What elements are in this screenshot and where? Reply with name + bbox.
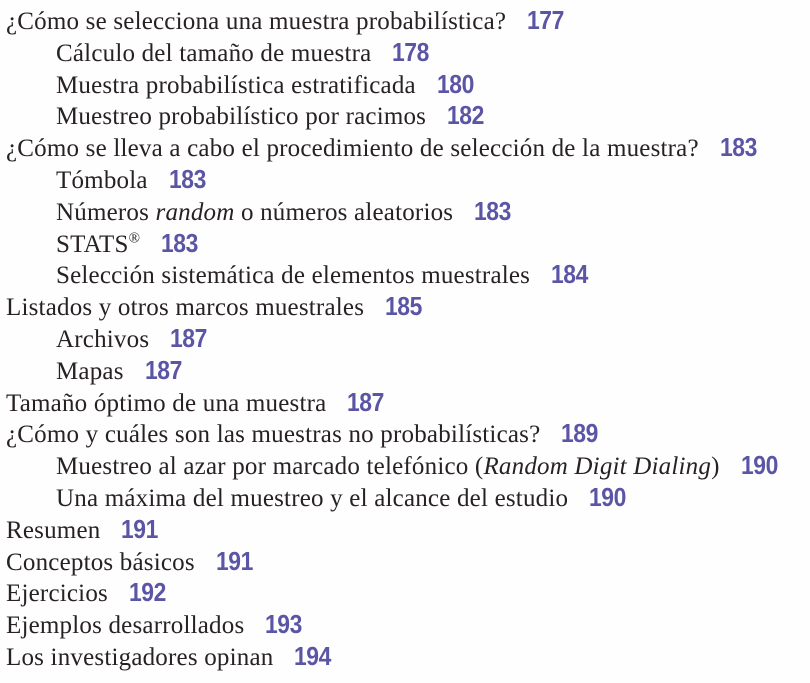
toc-entry-label: ¿Cómo se selecciona una muestra probabil… bbox=[6, 8, 506, 35]
toc-entry: Selección sistemática de elementos muest… bbox=[6, 259, 806, 291]
toc-entry-label: Archivos bbox=[56, 326, 149, 353]
toc-list: ¿Cómo se selecciona una muestra probabil… bbox=[6, 5, 806, 673]
toc-entry-label: Ejercicios bbox=[6, 580, 108, 607]
toc-entry: Ejemplos desarrollados 193 bbox=[6, 609, 806, 641]
toc-entry-label: Los investigadores opinan bbox=[6, 644, 273, 671]
toc-label-segment: Los investigadores opinan bbox=[6, 643, 274, 671]
toc-entry-label: Muestreo probabilístico por racimos bbox=[56, 103, 426, 130]
toc-entry: Tómbola 183 bbox=[6, 164, 806, 196]
toc-entry: Archivos 187 bbox=[6, 323, 806, 355]
toc-entry-label: Cálculo del tamaño de muestra bbox=[56, 40, 371, 67]
toc-label-segment: Ejercicios bbox=[6, 580, 108, 608]
toc-page-number: 190 bbox=[740, 450, 778, 481]
toc-label-segment: Muestreo al azar por marcado telefónico … bbox=[56, 453, 484, 481]
toc-page-number: 182 bbox=[447, 100, 484, 131]
toc-entry-label: Mapas bbox=[56, 358, 124, 385]
toc-label-segment: Random Digit Dialing bbox=[483, 453, 712, 481]
toc-label-segment: Tamaño óptimo de una muestra bbox=[6, 389, 327, 417]
toc-entry: Muestreo probabilístico por racimos 182 bbox=[6, 100, 806, 132]
toc-entry-label: STATS® bbox=[56, 231, 140, 258]
toc-page-number: 184 bbox=[551, 259, 588, 290]
toc-entry-label: Tómbola bbox=[56, 167, 148, 194]
toc-entry: ¿Cómo y cuáles son las muestras no proba… bbox=[6, 418, 806, 450]
toc-label-segment: Resumen bbox=[6, 516, 101, 544]
toc-label-segment: Muestra probabilística estratificada bbox=[56, 71, 416, 99]
toc-page-number: 191 bbox=[215, 545, 253, 576]
toc-label-segment: Muestreo probabilístico por racimos bbox=[56, 103, 427, 131]
toc-page-number: 193 bbox=[265, 609, 303, 640]
toc-page-number: 178 bbox=[392, 36, 430, 67]
toc-entry-label: Muestra probabilística estratificada bbox=[56, 72, 416, 99]
toc-label-segment: ¿Cómo y cuáles son las muestras no proba… bbox=[6, 421, 541, 449]
toc-label-segment: Mapas bbox=[56, 357, 124, 385]
toc-label-segment: Tómbola bbox=[56, 166, 148, 194]
toc-entry-label: Conceptos básicos bbox=[6, 549, 195, 576]
toc-page-number: 183 bbox=[161, 227, 199, 258]
toc-label-segment: Ejemplos desarrollados bbox=[6, 612, 245, 640]
toc-entry: Cálculo del tamaño de muestra 178 bbox=[6, 37, 806, 69]
toc-page-number: 183 bbox=[719, 132, 757, 163]
toc-entry: Mapas 187 bbox=[6, 355, 806, 387]
toc-label-segment: Una máxima del muestreo y el alcance del… bbox=[56, 484, 569, 512]
toc-entry: Los investigadores opinan 194 bbox=[6, 641, 806, 673]
toc-entry: Listados y otros marcos muestrales 185 bbox=[6, 291, 806, 323]
toc-label-segment: STATS bbox=[56, 230, 129, 258]
toc-label-segment: ¿Cómo se lleva a cabo el procedimiento d… bbox=[6, 135, 699, 163]
toc-entry-label: Listados y otros marcos muestrales bbox=[6, 294, 364, 321]
toc-entry: Muestreo al azar por marcado telefónico … bbox=[6, 450, 806, 482]
toc-label-segment: ) bbox=[711, 453, 720, 481]
toc-entry-label: Números random o números aleatorios bbox=[56, 199, 453, 226]
toc-entry-label: Resumen bbox=[6, 517, 100, 544]
toc-page-number: 183 bbox=[474, 195, 512, 226]
toc-page-number: 177 bbox=[527, 5, 565, 35]
toc-entry: Una máxima del muestreo y el alcance del… bbox=[6, 482, 806, 514]
toc-page-number: 187 bbox=[347, 386, 385, 417]
toc-label-segment: Conceptos básicos bbox=[6, 548, 195, 576]
toc-page-number: 187 bbox=[170, 322, 208, 353]
toc-entry: Resumen 191 bbox=[6, 514, 806, 546]
toc-entry: ¿Cómo se lleva a cabo el procedimiento d… bbox=[6, 132, 806, 164]
registered-trademark-symbol: ® bbox=[128, 230, 141, 247]
toc-page-number: 192 bbox=[128, 577, 166, 608]
toc-entry: Conceptos básicos 191 bbox=[6, 546, 806, 578]
toc-page-number: 185 bbox=[385, 291, 422, 322]
toc-entry-label: Selección sistemática de elementos muest… bbox=[56, 262, 530, 289]
toc-page-number: 187 bbox=[144, 354, 182, 385]
toc-entry: Ejercicios 192 bbox=[6, 577, 806, 609]
toc-label-segment: Cálculo del tamaño de muestra bbox=[56, 39, 372, 67]
toc-entry: Tamaño óptimo de una muestra 187 bbox=[6, 387, 806, 419]
toc-page-number: 190 bbox=[589, 481, 627, 512]
toc-label-segment: Selección sistemática de elementos muest… bbox=[56, 262, 531, 290]
toc-page-number: 194 bbox=[294, 640, 332, 671]
toc-entry-label: Muestreo al azar por marcado telefónico … bbox=[56, 453, 720, 480]
toc-label-segment: random bbox=[155, 198, 235, 226]
toc-entry: Números random o números aleatorios 183 bbox=[6, 196, 806, 228]
toc-label-segment: Archivos bbox=[56, 325, 150, 353]
toc-entry-label: Ejemplos desarrollados bbox=[6, 612, 244, 639]
toc-page-number: 180 bbox=[436, 68, 474, 99]
toc-label-segment: Listados y otros marcos muestrales bbox=[6, 294, 365, 322]
toc-label-segment: Números bbox=[56, 198, 156, 226]
toc-entry-label: Una máxima del muestreo y el alcance del… bbox=[56, 485, 568, 512]
toc-entry-label: ¿Cómo y cuáles son las muestras no proba… bbox=[6, 421, 540, 448]
toc-entry: STATS® 183 bbox=[6, 228, 806, 260]
toc-page-number: 191 bbox=[121, 513, 159, 544]
toc-page-number: 189 bbox=[561, 418, 599, 449]
toc-page-number: 183 bbox=[168, 163, 206, 194]
toc-entry-label: Tamaño óptimo de una muestra bbox=[6, 390, 326, 417]
toc-entry: ¿Cómo se selecciona una muestra probabil… bbox=[6, 5, 806, 37]
toc-label-segment: ¿Cómo se selecciona una muestra probabil… bbox=[6, 8, 507, 35]
toc-entry-label: ¿Cómo se lleva a cabo el procedimiento d… bbox=[6, 135, 699, 162]
toc-entry: Muestra probabilística estratificada 180 bbox=[6, 69, 806, 101]
toc-label-segment: o números aleatorios bbox=[234, 198, 454, 226]
